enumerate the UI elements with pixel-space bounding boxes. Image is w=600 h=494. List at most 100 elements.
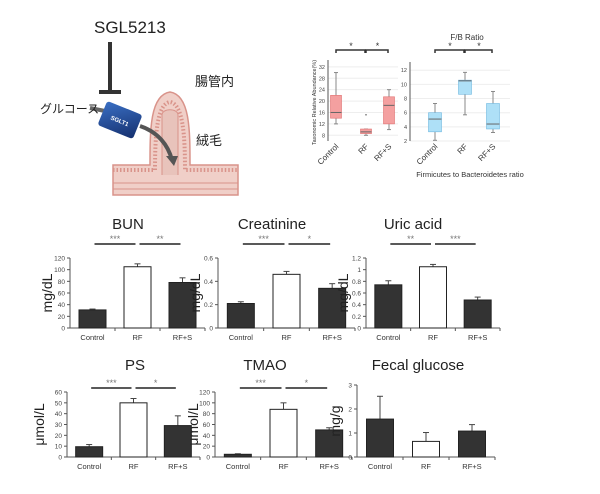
y-tick-label: 30 (55, 422, 63, 429)
bar-rf-plus-s (458, 430, 486, 458)
significance-bracket (365, 49, 389, 53)
y-tick-label: 12 (401, 68, 407, 74)
y-tick-label: 60 (55, 390, 63, 397)
outlier-point (365, 113, 367, 116)
x-tick-label: RF+S (173, 333, 192, 342)
lumen-label: 腸管内 (195, 74, 235, 89)
y-tick-label: 60 (203, 422, 211, 429)
bar-rf-plus-s (315, 429, 344, 458)
y-tick-label: 120 (54, 256, 65, 263)
y-tick-label: 0.4 (204, 279, 213, 286)
significance-stars: * (308, 234, 312, 244)
x-tick-label: RF+S (319, 462, 338, 471)
y-tick-label: 80 (58, 279, 66, 286)
chart-f-b-ratio: 2 4 6 8 10 12 Control RF RF+S * *F/B Ratio Firmicut… (401, 33, 524, 179)
y-axis-label: μmol/L (31, 403, 47, 446)
x-tick-label: Control (368, 462, 393, 471)
y-tick-label: 50 (55, 400, 63, 407)
y-tick-label: 8 (404, 97, 407, 103)
y-tick-label: 0 (348, 455, 352, 462)
y-tick-label: 10 (401, 82, 407, 88)
significance-stars: * (376, 41, 380, 51)
significance-stars: *** (258, 234, 269, 244)
x-tick-label: RF (428, 333, 438, 342)
bar-control (78, 309, 107, 329)
bar-control (374, 284, 403, 329)
bar-control (75, 446, 104, 458)
villi-label: 絨毛 (196, 133, 223, 148)
y-axis-label: Taxonomic Relative Abundance(%) (312, 60, 318, 145)
box (330, 95, 342, 119)
y-tick-label: 0.2 (204, 302, 213, 309)
y-tick-label: 40 (58, 302, 66, 309)
y-tick-label: 12 (319, 122, 325, 128)
significance-stars: ** (407, 234, 415, 244)
x-tick-label: RF+S (168, 462, 187, 471)
chart-title: Uric acid (384, 216, 442, 233)
y-tick-label: 1.2 (352, 256, 361, 263)
significance-stars: *** (110, 234, 121, 244)
significance-stars: *** (450, 234, 461, 244)
significance-stars: * (305, 378, 309, 388)
villus-diagram: SGLT1 (89, 42, 239, 196)
significance-stars: *** (255, 378, 266, 388)
significance-stars: *** (106, 378, 117, 388)
y-tick-label: 100 (54, 267, 65, 274)
significance-stars: * (477, 41, 481, 51)
bar-rf (119, 402, 148, 458)
y-tick-label: 0.6 (204, 256, 213, 263)
x-tick-label: Control (80, 333, 105, 342)
bar-rf-plus-s (168, 282, 197, 329)
x-tick-label: RF+S (462, 462, 481, 471)
y-tick-label: 24 (319, 88, 325, 94)
x-tick-label: RF (456, 142, 470, 156)
x-tick-label: RF (357, 142, 371, 156)
x-tick-label: RF+S (372, 142, 393, 163)
y-axis-label: mg/dL (187, 273, 203, 312)
y-tick-label: 20 (55, 433, 63, 440)
y-tick-label: 10 (55, 444, 63, 451)
y-axis-label: mg/g (327, 405, 343, 436)
y-tick-label: 2 (404, 139, 407, 145)
y-tick-label: 20 (203, 444, 211, 451)
y-tick-label: 8 (322, 133, 325, 139)
box (486, 103, 500, 130)
y-tick-label: 0 (58, 455, 62, 462)
significance-stars: * (154, 378, 158, 388)
x-tick-label: RF (421, 462, 431, 471)
bar-rf (269, 408, 298, 458)
y-tick-label: 20 (319, 99, 325, 105)
significance-stars: * (349, 41, 353, 51)
x-tick-label: RF (129, 462, 139, 471)
chart-title: PS (125, 357, 145, 374)
bar-rf (272, 273, 301, 329)
significance-bracket (335, 49, 366, 53)
chart-title: TMAO (243, 357, 286, 374)
sglt1-illustration: SGLT1 SGL5213 腸管内 グルコース 絨毛 (0, 0, 290, 200)
x-tick-label: Control (316, 142, 341, 167)
bar-rf (419, 266, 447, 329)
y-tick-label: 0 (61, 326, 65, 333)
y-tick-label: 0.8 (352, 279, 361, 286)
x-tick-label: Control (229, 333, 254, 342)
y-axis-label: mg/dL (335, 273, 351, 312)
x-tick-label: Control (226, 462, 251, 471)
bar-rf-plus-s (318, 287, 347, 329)
y-tick-label: 28 (319, 76, 325, 82)
bar-control (223, 453, 252, 458)
significance-bracket (434, 49, 465, 53)
y-tick-label: 60 (58, 291, 66, 298)
y-tick-label: 0 (357, 326, 361, 333)
y-tick-label: 40 (203, 433, 211, 440)
y-tick-label: 0.6 (352, 291, 361, 298)
y-tick-label: 2 (348, 407, 352, 414)
y-tick-label: 120 (199, 390, 210, 397)
x-axis-label: Firmicutes to Bacteroidetes ratio (416, 170, 524, 179)
box (360, 128, 372, 134)
y-axis-label: μmol/L (185, 403, 201, 446)
